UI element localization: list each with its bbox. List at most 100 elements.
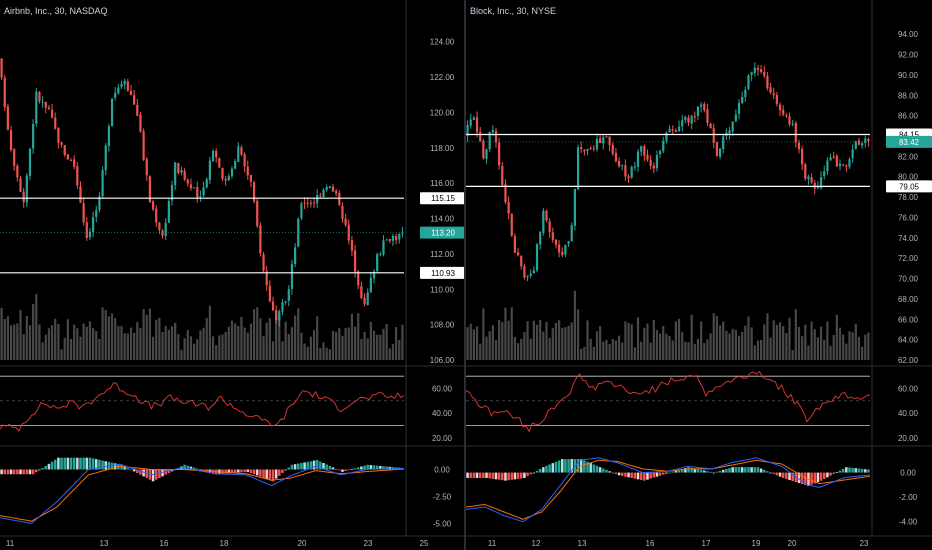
candle-body: [513, 236, 517, 253]
candle-body: [693, 116, 696, 118]
candle-body: [564, 244, 567, 255]
volume-bar: [243, 327, 246, 360]
macd-histogram-bar: [494, 472, 498, 480]
candle-body: [82, 203, 85, 223]
macd-histogram-bar: [353, 468, 357, 470]
candle-body: [677, 126, 681, 132]
macd-histogram-bar: [341, 469, 344, 472]
macd-histogram-bar: [778, 472, 782, 477]
volume-bar: [211, 336, 215, 360]
volume-bar: [586, 320, 589, 360]
candle-body: [627, 176, 630, 179]
macd-histogram-bar: [243, 469, 246, 473]
volume-bar: [769, 337, 772, 360]
volume-bar: [297, 308, 300, 360]
candle-body: [662, 140, 665, 152]
volume-bar: [785, 333, 788, 360]
volume-bar: [376, 334, 379, 360]
candle-body: [335, 190, 338, 194]
pane-divider[interactable]: [464, 0, 466, 550]
candle-body: [589, 148, 592, 150]
volume-bar: [867, 332, 870, 360]
macd-histogram-bar: [725, 468, 728, 473]
time-tick-label: 12: [532, 539, 541, 548]
airbnb-chart-pane[interactable]: 124.00 122.00 120.00 118.00 116.00 114.00 112.…: [0, 0, 466, 550]
volume-bar: [88, 321, 92, 360]
macd-histogram-bar: [385, 466, 388, 470]
macd-histogram-bar: [750, 467, 753, 473]
macd-histogram-bar: [822, 472, 826, 479]
macd-histogram-bar: [731, 467, 734, 473]
macd-histogram-bar: [25, 469, 29, 475]
candle-body: [385, 239, 388, 241]
candle-body: [485, 149, 488, 160]
volume-bar: [668, 336, 671, 360]
volume-bar: [221, 334, 224, 360]
volume-bar: [388, 348, 391, 360]
macd-histogram-bar: [255, 469, 259, 476]
macd-histogram-bar: [655, 472, 659, 477]
macd-histogram-bar: [466, 472, 469, 478]
candle-body: [794, 122, 797, 143]
candle-body: [54, 117, 57, 129]
macd-histogram-bar: [66, 457, 70, 470]
volume-bar: [652, 319, 655, 360]
macd-histogram-bar: [624, 472, 627, 477]
macd-histogram-bar: [303, 462, 306, 470]
candle-body: [167, 201, 170, 223]
candle-body: [479, 132, 482, 142]
resistance-price-badge: 84.15: [899, 130, 920, 139]
candle-body: [268, 285, 271, 302]
volume-bars: [0, 294, 404, 360]
chart-title: Block, Inc., 30, NYSE: [470, 6, 556, 16]
volume-bar: [66, 319, 69, 360]
candle-body: [98, 196, 101, 211]
macd-histogram-bar: [721, 469, 725, 473]
price-levels: [466, 133, 870, 187]
macd-histogram-bar: [41, 468, 44, 470]
volume-bar: [583, 346, 586, 360]
volume-bar: [479, 343, 482, 360]
candle-body: [838, 163, 842, 167]
candle-body: [376, 254, 379, 272]
time-tick-label: 17: [702, 539, 711, 548]
candle-body: [50, 109, 54, 118]
candle-body: [19, 178, 22, 192]
volume-bar: [794, 309, 797, 360]
candle-body: [395, 235, 398, 240]
time-tick-label: 13: [100, 539, 109, 548]
macd-histogram-bar: [53, 459, 57, 470]
volume-bar: [854, 323, 857, 360]
candle-body: [801, 148, 804, 165]
macd-histogram-bar: [126, 468, 130, 470]
candle-body: [558, 244, 561, 253]
macd-histogram-bar: [841, 468, 845, 473]
candle-body: [703, 103, 706, 111]
candle-body: [775, 95, 778, 104]
candle-body: [303, 202, 306, 204]
macd-histogram-bar: [728, 468, 731, 473]
volume-bar: [205, 317, 208, 360]
volume-bar: [186, 330, 189, 360]
volume-bar: [472, 329, 475, 360]
volume-bar: [712, 313, 715, 360]
macd-histogram-bar: [199, 469, 202, 471]
macd-histogram-bar: [570, 459, 573, 473]
volume-bar: [275, 314, 278, 360]
macd-histogram-bar: [620, 472, 624, 476]
volume-bar: [766, 313, 769, 360]
volume-bar: [114, 317, 117, 360]
volume-bar: [551, 328, 554, 360]
volume-bar: [180, 349, 183, 360]
volume-bar: [395, 327, 398, 360]
volume-bar: [646, 323, 649, 360]
macd-histogram-bar: [800, 472, 804, 485]
macd-histogram-bar: [769, 472, 772, 474]
candle-body: [69, 160, 73, 162]
macd-histogram-bar: [297, 463, 300, 470]
candle-body: [85, 222, 88, 238]
candle-body: [466, 124, 469, 136]
block-chart-pane[interactable]: 94.0092.0090.0088.0086.0084.0082.0080.00…: [466, 0, 932, 550]
candle-body: [763, 71, 766, 76]
macd-histogram-bar: [28, 469, 32, 475]
